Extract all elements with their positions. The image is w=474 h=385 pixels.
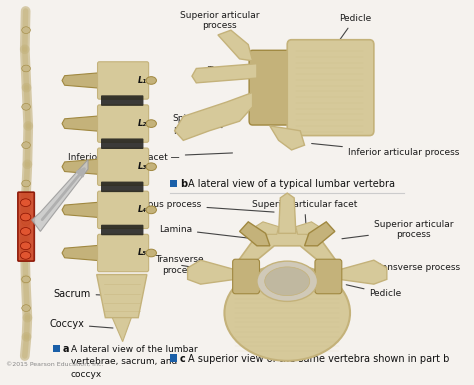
- FancyBboxPatch shape: [98, 105, 149, 142]
- Text: Superior articular
process: Superior articular process: [180, 11, 259, 49]
- Text: Superior articular
process: Superior articular process: [342, 220, 453, 239]
- Ellipse shape: [20, 251, 31, 259]
- FancyBboxPatch shape: [98, 234, 149, 272]
- FancyBboxPatch shape: [249, 50, 300, 125]
- Polygon shape: [62, 116, 99, 131]
- Text: A superior view of the same vertebra shown in part b: A superior view of the same vertebra sho…: [188, 354, 449, 364]
- Text: Inferior articular process: Inferior articular process: [311, 144, 459, 157]
- Bar: [54, 345, 60, 352]
- Ellipse shape: [20, 213, 31, 221]
- Polygon shape: [62, 202, 99, 218]
- Polygon shape: [218, 30, 253, 61]
- Text: Transverse
process: Transverse process: [155, 255, 203, 275]
- Polygon shape: [62, 73, 99, 88]
- Text: Spinous process: Spinous process: [128, 200, 274, 212]
- Text: Vertebral
body: Vertebral body: [334, 76, 375, 95]
- Polygon shape: [97, 275, 147, 318]
- FancyBboxPatch shape: [98, 62, 149, 99]
- Bar: [170, 180, 177, 187]
- Text: L₃: L₃: [138, 162, 147, 171]
- Polygon shape: [270, 126, 305, 150]
- Text: Transverse process: Transverse process: [364, 263, 460, 272]
- Text: Vertebral
body: Vertebral body: [247, 313, 289, 332]
- FancyBboxPatch shape: [98, 148, 149, 186]
- Text: Spinous
process: Spinous process: [173, 114, 222, 134]
- Text: L₂: L₂: [138, 119, 147, 128]
- Polygon shape: [62, 245, 99, 261]
- Polygon shape: [174, 92, 253, 141]
- Text: A lateral view of the lumbar
vertebrae, sacrum, and
coccyx: A lateral view of the lumbar vertebrae, …: [71, 345, 197, 378]
- FancyBboxPatch shape: [101, 182, 144, 192]
- FancyBboxPatch shape: [101, 225, 144, 235]
- Text: Pedicle: Pedicle: [328, 14, 371, 57]
- Ellipse shape: [22, 305, 30, 311]
- Ellipse shape: [22, 247, 30, 254]
- Ellipse shape: [20, 242, 31, 249]
- FancyBboxPatch shape: [18, 192, 34, 261]
- Ellipse shape: [224, 265, 350, 361]
- Polygon shape: [339, 260, 387, 284]
- Ellipse shape: [257, 261, 318, 301]
- Text: Vertebral
foramen: Vertebral foramen: [245, 270, 286, 289]
- Text: L₄: L₄: [138, 205, 147, 214]
- Polygon shape: [32, 159, 88, 231]
- Text: Lamina: Lamina: [159, 225, 254, 239]
- Polygon shape: [188, 260, 235, 284]
- Polygon shape: [305, 222, 335, 246]
- Ellipse shape: [22, 104, 30, 110]
- Text: Coccyx: Coccyx: [49, 320, 113, 330]
- Ellipse shape: [146, 120, 156, 127]
- Ellipse shape: [22, 218, 30, 225]
- FancyBboxPatch shape: [98, 191, 149, 229]
- FancyBboxPatch shape: [101, 139, 144, 149]
- Polygon shape: [192, 64, 257, 83]
- Text: Pedicle: Pedicle: [346, 285, 402, 298]
- Ellipse shape: [146, 249, 156, 257]
- Ellipse shape: [146, 77, 156, 84]
- Text: Superior articular facet: Superior articular facet: [252, 200, 357, 227]
- Polygon shape: [251, 222, 279, 234]
- Ellipse shape: [22, 276, 30, 283]
- Ellipse shape: [22, 65, 30, 72]
- Text: Inferior articular facet —: Inferior articular facet —: [68, 153, 232, 162]
- Ellipse shape: [20, 199, 31, 206]
- FancyBboxPatch shape: [287, 40, 374, 136]
- FancyBboxPatch shape: [315, 259, 342, 294]
- Ellipse shape: [146, 206, 156, 214]
- FancyBboxPatch shape: [101, 95, 144, 106]
- Ellipse shape: [264, 267, 310, 296]
- Polygon shape: [62, 159, 99, 174]
- Text: ©2015 Pearson Education, Inc.: ©2015 Pearson Education, Inc.: [6, 362, 103, 367]
- Text: c: c: [180, 354, 186, 364]
- Polygon shape: [235, 231, 339, 275]
- Ellipse shape: [22, 180, 30, 187]
- Ellipse shape: [22, 27, 30, 33]
- Bar: [170, 354, 177, 362]
- Polygon shape: [112, 318, 131, 341]
- Text: L₁: L₁: [138, 76, 147, 85]
- Ellipse shape: [22, 142, 30, 149]
- Text: L₅: L₅: [138, 248, 147, 258]
- Polygon shape: [296, 222, 324, 234]
- Text: a: a: [63, 344, 69, 354]
- Polygon shape: [239, 222, 270, 246]
- Ellipse shape: [20, 228, 31, 235]
- Text: b: b: [180, 179, 187, 189]
- Text: Sacrum: Sacrum: [54, 289, 114, 299]
- Ellipse shape: [146, 163, 156, 171]
- FancyBboxPatch shape: [233, 259, 259, 294]
- Text: A lateral view of a typical lumbar vertebra: A lateral view of a typical lumbar verte…: [188, 179, 395, 189]
- Text: Transverse process: Transverse process: [208, 66, 294, 75]
- Polygon shape: [279, 193, 296, 233]
